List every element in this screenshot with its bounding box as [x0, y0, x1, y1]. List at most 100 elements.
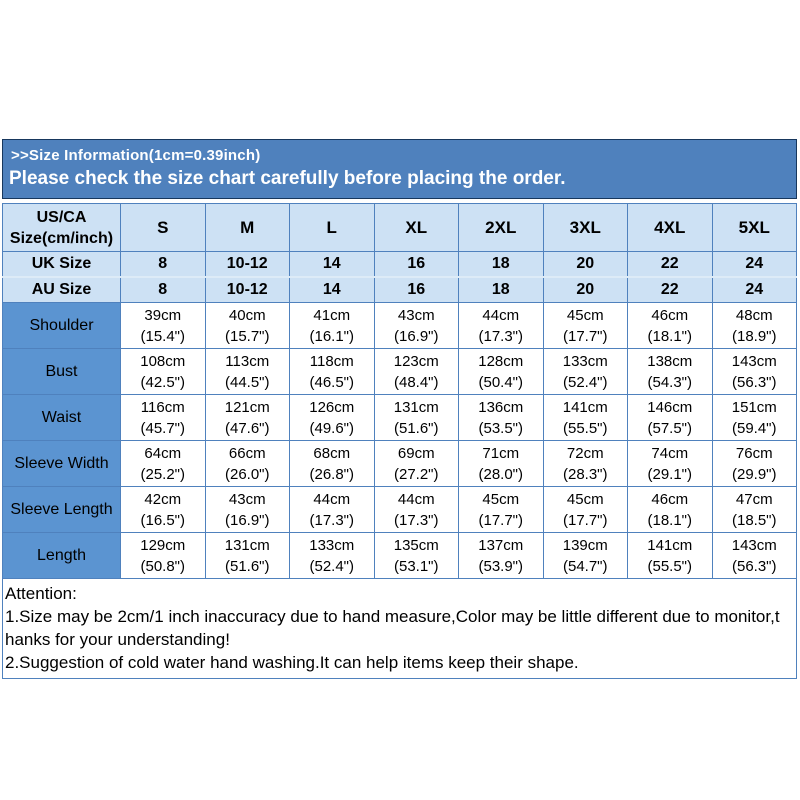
measure-value-cell-text: (18.1")	[647, 327, 692, 345]
measure-value-cell-text: 44cm	[397, 490, 435, 508]
size-chart-table: US/CA Size(cm/inch) S M L XL 2XL 3XL 4XL 5XL UK Si…	[2, 203, 797, 579]
size-value-cell-text: 10-12	[226, 281, 268, 298]
measure-value-cell-text: (55.5")	[562, 419, 608, 437]
measure-value-cell-text: (53.9")	[478, 557, 523, 575]
measure-value-cell-text: 143cm	[731, 352, 777, 370]
header-size-cell-text: 4XL	[654, 217, 686, 237]
measure-value-cell-text: (53.1")	[393, 557, 439, 575]
header-size-cell: 2XL	[458, 203, 544, 252]
measure-value-cell-text: (50.8")	[140, 557, 185, 575]
measure-value-cell-text: (18.1")	[647, 511, 692, 529]
measure-value-cell-text: 45cm	[566, 306, 604, 324]
measure-value-cell-text: 46cm	[651, 490, 689, 508]
measure-value-cell-text: 126cm	[309, 398, 355, 416]
size-value-cell: 8	[120, 276, 206, 303]
measure-label-cell-text: Waist	[41, 409, 82, 426]
header-size-cell-text: 2XL	[485, 217, 517, 237]
measure-value-cell: 42cm (16.5")	[120, 486, 206, 533]
size-value-cell-text: 16	[407, 281, 426, 298]
size-value-cell: 16	[373, 251, 459, 278]
measure-value-cell-text: (56.3")	[731, 373, 777, 391]
measure-value-cell-text: 128cm	[478, 352, 524, 370]
measure-value-cell-text: 44cm	[313, 490, 351, 508]
measure-value-cell: 71cm (28.0")	[458, 440, 544, 487]
size-value-cell-text: 20	[576, 255, 595, 272]
measure-value-cell-text: (55.5")	[647, 557, 692, 575]
measure-value-cell-text: (59.4")	[731, 419, 777, 437]
size-value-cell-text: 22	[660, 255, 679, 272]
size-value-cell-text: 18	[491, 255, 510, 272]
measure-value-cell: 64cm (25.2")	[120, 440, 206, 487]
measure-value-cell-text: 137cm	[478, 536, 524, 554]
size-row-label-cell: AU Size	[2, 276, 121, 303]
measure-value-cell-text: (29.9")	[731, 465, 777, 483]
measure-value-cell-text: 48cm	[735, 306, 773, 324]
measure-value-cell: 45cm (17.7")	[542, 486, 628, 533]
measure-value-cell-text: (51.6")	[393, 419, 439, 437]
measure-value-cell-text: (44.5")	[224, 373, 270, 391]
measure-value-cell: 76cm (29.9")	[711, 440, 797, 487]
measure-value-cell: 45cm (17.7")	[542, 302, 628, 349]
measure-value-cell-text: (45.7")	[140, 419, 185, 437]
measure-value-cell-text: 143cm	[731, 536, 777, 554]
header-size-cell-text: M	[240, 217, 255, 237]
measure-value-cell: 137cm (53.9")	[458, 532, 544, 579]
measure-value-cell: 133cm (52.4")	[542, 348, 628, 395]
header-size-cell: 3XL	[542, 203, 628, 252]
header-usca-size-cell: US/CA Size(cm/inch)	[2, 203, 121, 252]
measure-label-cell: Sleeve Length	[2, 486, 121, 533]
header-usca-size-cell-text: Size(cm/inch)	[9, 229, 114, 247]
measure-row: Bust 108cm (42.5") 113cm (44.5") 118cm (46.5")…	[2, 348, 797, 395]
measure-value-cell-text: (15.7")	[224, 327, 270, 345]
measure-value-cell-text: (17.3")	[309, 511, 354, 529]
size-value-cell: 8	[120, 251, 206, 278]
size-chart-page: >>Size Information(1cm=0.39inch) Please …	[2, 139, 797, 679]
header-size-cell: XL	[373, 203, 459, 252]
header-size-cell: L	[289, 203, 375, 252]
size-row-label-cell-text: AU Size	[31, 281, 92, 298]
measure-value-cell-text: 135cm	[393, 536, 439, 554]
measure-value-cell: 46cm (18.1")	[627, 486, 713, 533]
measure-value-cell-text: (15.4")	[140, 327, 185, 345]
measure-value-cell-text: (29.1")	[647, 465, 692, 483]
measure-value-cell: 133cm (52.4")	[289, 532, 375, 579]
measure-value-cell-text: 64cm	[144, 444, 182, 462]
measure-value-cell-text: (25.2")	[140, 465, 185, 483]
measure-value-cell-text: (48.4")	[393, 373, 439, 391]
measure-value-cell-text: 151cm	[731, 398, 777, 416]
measure-value-cell-text: (52.4")	[309, 557, 354, 575]
measure-row: Waist 116cm (45.7") 121cm (47.6") 126cm (49.6"…	[2, 394, 797, 441]
size-value-cell-text: 14	[322, 255, 341, 272]
header-usca-size-cell-text: US/CA	[36, 208, 87, 226]
measure-value-cell-text: 121cm	[224, 398, 270, 416]
measure-value-cell: 47cm (18.5")	[711, 486, 797, 533]
size-value-cell-text: 14	[322, 281, 341, 298]
measure-value-cell: 41cm (16.1")	[289, 302, 375, 349]
measure-value-cell: 129cm (50.8")	[120, 532, 206, 579]
measure-value-cell-text: (17.7")	[562, 511, 608, 529]
size-value-cell: 20	[542, 276, 628, 303]
measure-label-cell-text: Bust	[45, 363, 78, 380]
size-value-cell: 14	[289, 251, 375, 278]
measure-value-cell: 39cm (15.4")	[120, 302, 206, 349]
measure-value-cell-text: (16.5")	[140, 511, 185, 529]
measure-value-cell-text: 72cm	[566, 444, 604, 462]
header-size-cell-text: L	[326, 217, 337, 237]
size-value-cell: 16	[373, 276, 459, 303]
measure-value-cell-text: 40cm	[228, 306, 266, 324]
measure-value-cell: 131cm (51.6")	[373, 394, 459, 441]
measure-value-cell-text: 41cm	[313, 306, 351, 324]
measure-row: Length 129cm (50.8") 131cm (51.6") 133cm (52.4…	[2, 532, 797, 579]
attention-line: 2.Suggestion of cold water hand washing.…	[5, 653, 579, 672]
header-size-cell: 5XL	[711, 203, 797, 252]
measure-value-cell-text: (54.7")	[562, 557, 608, 575]
measure-value-cell: 138cm (54.3")	[627, 348, 713, 395]
measure-value-cell: 44cm (17.3")	[458, 302, 544, 349]
header-size-cell-text: XL	[405, 217, 428, 237]
measure-value-cell-text: 146cm	[647, 398, 693, 416]
measure-label-cell: Length	[2, 532, 121, 579]
size-value-cell: 24	[711, 251, 797, 278]
measure-value-cell: 68cm (26.8")	[289, 440, 375, 487]
measure-value-cell-text: 133cm	[562, 352, 608, 370]
measure-value-cell-text: (17.3")	[393, 511, 439, 529]
